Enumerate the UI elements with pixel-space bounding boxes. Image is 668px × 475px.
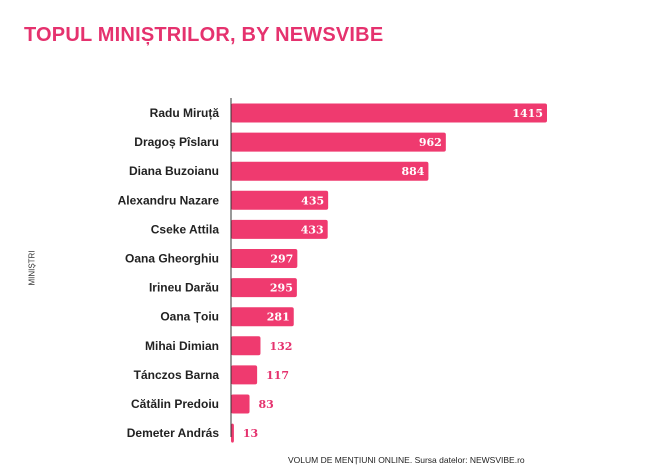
category-label: Mihai Dimian xyxy=(145,339,219,353)
value-label: 295 xyxy=(270,282,293,295)
bar[interactable] xyxy=(231,423,234,443)
category-label: Demeter András xyxy=(127,426,220,440)
category-label: Dragoș Pîslaru xyxy=(134,135,219,149)
value-label: 132 xyxy=(269,340,292,353)
x-axis-title: VOLUM DE MENȚIUNI ONLINE. Sursa datelor:… xyxy=(288,455,525,465)
category-label: Tánczos Barna xyxy=(134,368,220,382)
value-labels: 1415 962 884 435 433 297 295 281 132 117 83 13 xyxy=(243,107,543,440)
chart-title: TOPUL MINIȘTRILOR, BY NEWSVIBE xyxy=(24,24,384,46)
value-label: 433 xyxy=(301,223,324,236)
bar[interactable] xyxy=(231,278,297,298)
category-label: Diana Buzoianu xyxy=(129,164,219,178)
value-label: 435 xyxy=(301,194,324,207)
category-label: Cătălin Predoiu xyxy=(131,397,219,411)
category-label: Cseke Attila xyxy=(151,222,220,236)
value-label: 1415 xyxy=(512,107,543,120)
bar[interactable] xyxy=(231,219,328,239)
bar[interactable] xyxy=(231,161,429,181)
category-label: Oana Țoiu xyxy=(160,310,219,324)
bars xyxy=(231,103,547,443)
category-label: Alexandru Nazare xyxy=(118,193,220,207)
bar[interactable] xyxy=(231,103,547,123)
bar[interactable] xyxy=(231,394,250,414)
value-label: 962 xyxy=(419,136,442,149)
bar[interactable] xyxy=(231,307,294,327)
category-label: Irineu Darău xyxy=(149,281,219,295)
category-labels: Radu Miruță Dragoș Pîslaru Diana Buzoianu A… xyxy=(118,106,220,440)
value-label: 281 xyxy=(267,311,290,324)
value-label: 884 xyxy=(401,165,424,178)
value-label: 13 xyxy=(243,427,258,440)
bar[interactable] xyxy=(231,336,261,356)
bar[interactable] xyxy=(231,190,329,210)
bar[interactable] xyxy=(231,249,298,268)
value-label: 83 xyxy=(259,398,274,411)
value-label: 297 xyxy=(270,253,293,266)
bar[interactable] xyxy=(231,365,258,385)
category-label: Radu Miruță xyxy=(150,106,220,120)
category-label: Oana Gheorghiu xyxy=(125,252,219,266)
value-label: 117 xyxy=(266,369,289,382)
bar[interactable] xyxy=(231,132,446,152)
